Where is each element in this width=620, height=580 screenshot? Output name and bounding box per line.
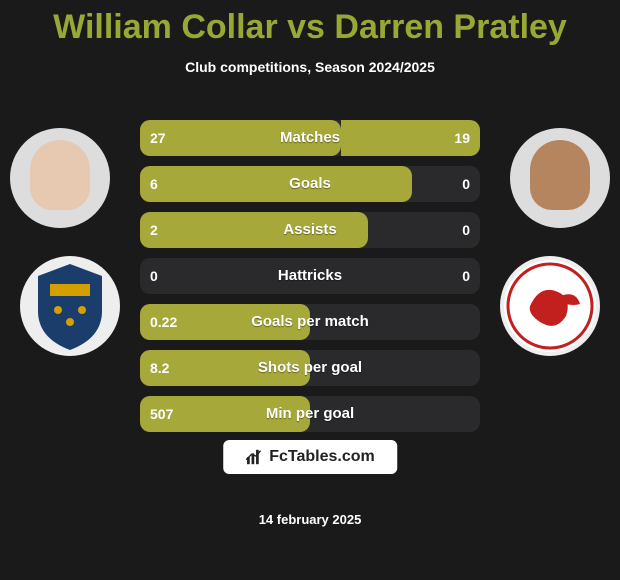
team-right-badge [500,256,600,356]
stat-label: Shots per goal [140,350,480,386]
subtitle: Club competitions, Season 2024/2025 [0,59,620,75]
stat-row: 00Hattricks [140,258,480,294]
team-left-badge [20,256,120,356]
shield-icon [20,256,120,356]
stat-row: 0.22Goals per match [140,304,480,340]
stat-row: 20Assists [140,212,480,248]
stat-label: Assists [140,212,480,248]
dragon-badge-icon [500,256,600,356]
avatar-shape [30,140,90,210]
chart-icon [245,448,263,466]
stat-label: Hattricks [140,258,480,294]
avatar-shape [530,140,590,210]
player-left-avatar [10,128,110,228]
stat-label: Matches [140,120,480,156]
stat-row: 2719Matches [140,120,480,156]
brand-badge[interactable]: FcTables.com [223,440,397,474]
stat-row: 8.2Shots per goal [140,350,480,386]
stat-label: Min per goal [140,396,480,432]
date-label: 14 february 2025 [0,512,620,527]
stat-label: Goals per match [140,304,480,340]
player-right-avatar [510,128,610,228]
brand-label: FcTables.com [269,448,375,466]
stat-row: 60Goals [140,166,480,202]
stat-label: Goals [140,166,480,202]
page-title: William Collar vs Darren Pratley [0,0,620,47]
stat-row: 507Min per goal [140,396,480,432]
stats-list: 2719Matches 60Goals 20Assists 00Hattricks 0.… [140,120,480,442]
